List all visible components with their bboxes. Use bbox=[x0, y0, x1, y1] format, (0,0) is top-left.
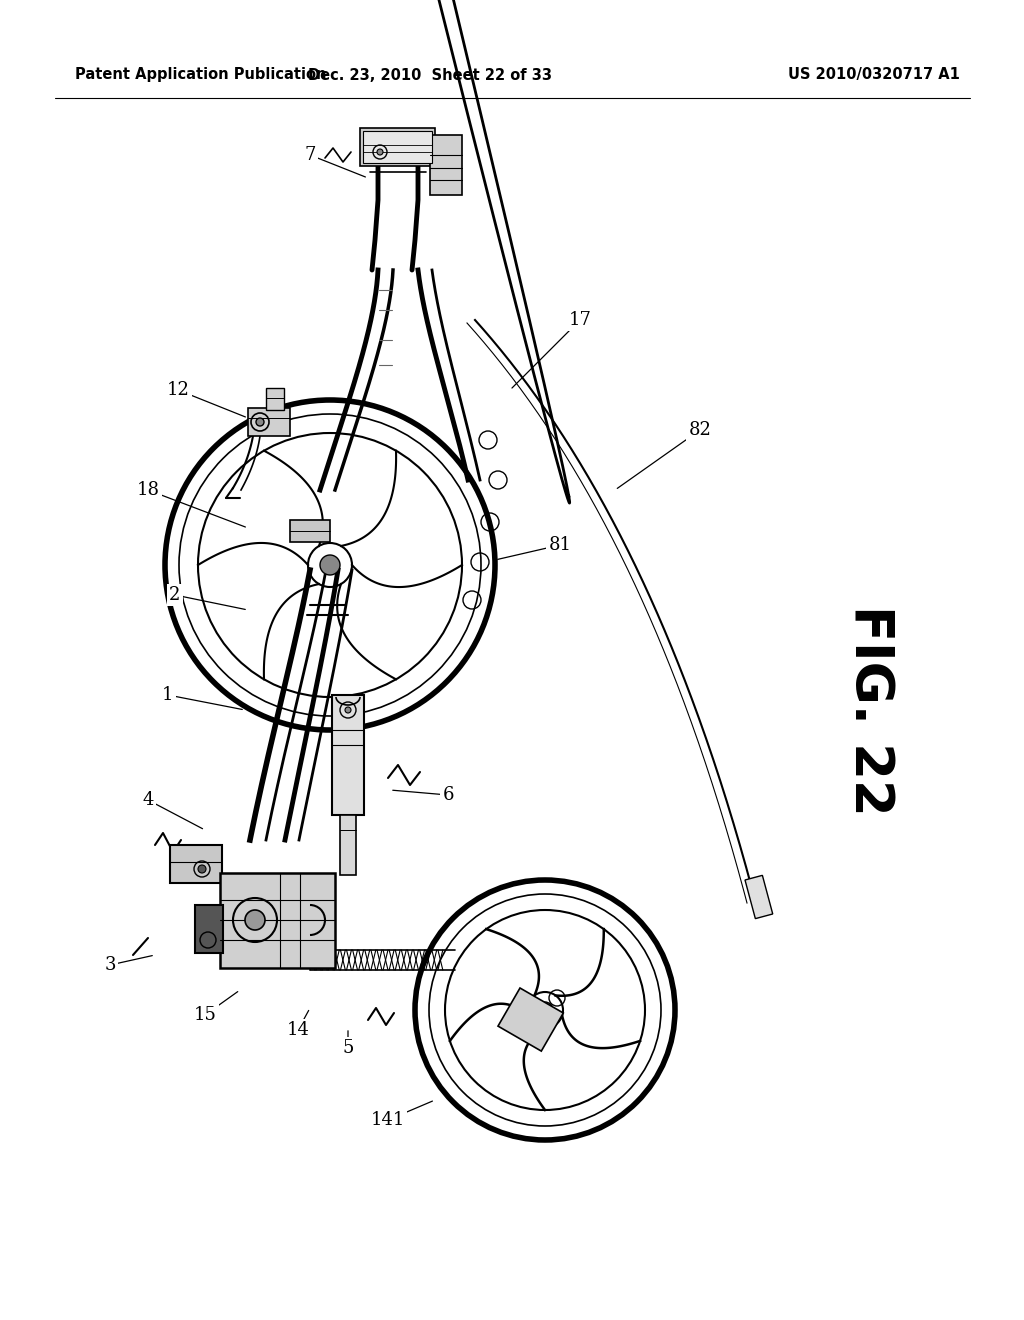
Bar bbox=[332, 696, 364, 814]
Bar bbox=[266, 388, 284, 411]
Bar bbox=[430, 135, 462, 195]
Circle shape bbox=[345, 708, 351, 713]
Bar bbox=[498, 987, 563, 1051]
Text: 4: 4 bbox=[142, 791, 154, 809]
Circle shape bbox=[537, 1002, 553, 1018]
Text: Dec. 23, 2010  Sheet 22 of 33: Dec. 23, 2010 Sheet 22 of 33 bbox=[308, 67, 552, 82]
Circle shape bbox=[245, 909, 265, 931]
Bar bbox=[170, 845, 222, 883]
Bar bbox=[340, 814, 356, 875]
Text: 1: 1 bbox=[162, 686, 174, 704]
Bar bbox=[290, 520, 330, 543]
Text: FIG. 22: FIG. 22 bbox=[844, 605, 896, 816]
Circle shape bbox=[319, 554, 340, 576]
Circle shape bbox=[198, 865, 206, 873]
Text: 81: 81 bbox=[549, 536, 571, 554]
Text: 3: 3 bbox=[104, 956, 116, 974]
Text: 141: 141 bbox=[371, 1111, 406, 1129]
Bar bbox=[745, 875, 773, 919]
Text: 17: 17 bbox=[568, 312, 592, 329]
Text: 82: 82 bbox=[688, 421, 712, 440]
Text: 2: 2 bbox=[169, 586, 180, 605]
Text: 6: 6 bbox=[442, 785, 454, 804]
Text: 15: 15 bbox=[194, 1006, 216, 1024]
Text: 12: 12 bbox=[167, 381, 189, 399]
Text: 18: 18 bbox=[136, 480, 160, 499]
Circle shape bbox=[377, 149, 383, 154]
Bar bbox=[360, 128, 435, 166]
Text: 5: 5 bbox=[342, 1039, 353, 1057]
Text: Patent Application Publication: Patent Application Publication bbox=[75, 67, 327, 82]
Text: US 2010/0320717 A1: US 2010/0320717 A1 bbox=[788, 67, 961, 82]
Circle shape bbox=[256, 418, 264, 426]
Bar bbox=[248, 408, 290, 436]
Bar bbox=[362, 131, 432, 162]
Text: 14: 14 bbox=[287, 1020, 309, 1039]
Bar bbox=[220, 873, 335, 968]
Text: 7: 7 bbox=[304, 147, 315, 164]
Bar bbox=[195, 906, 223, 953]
